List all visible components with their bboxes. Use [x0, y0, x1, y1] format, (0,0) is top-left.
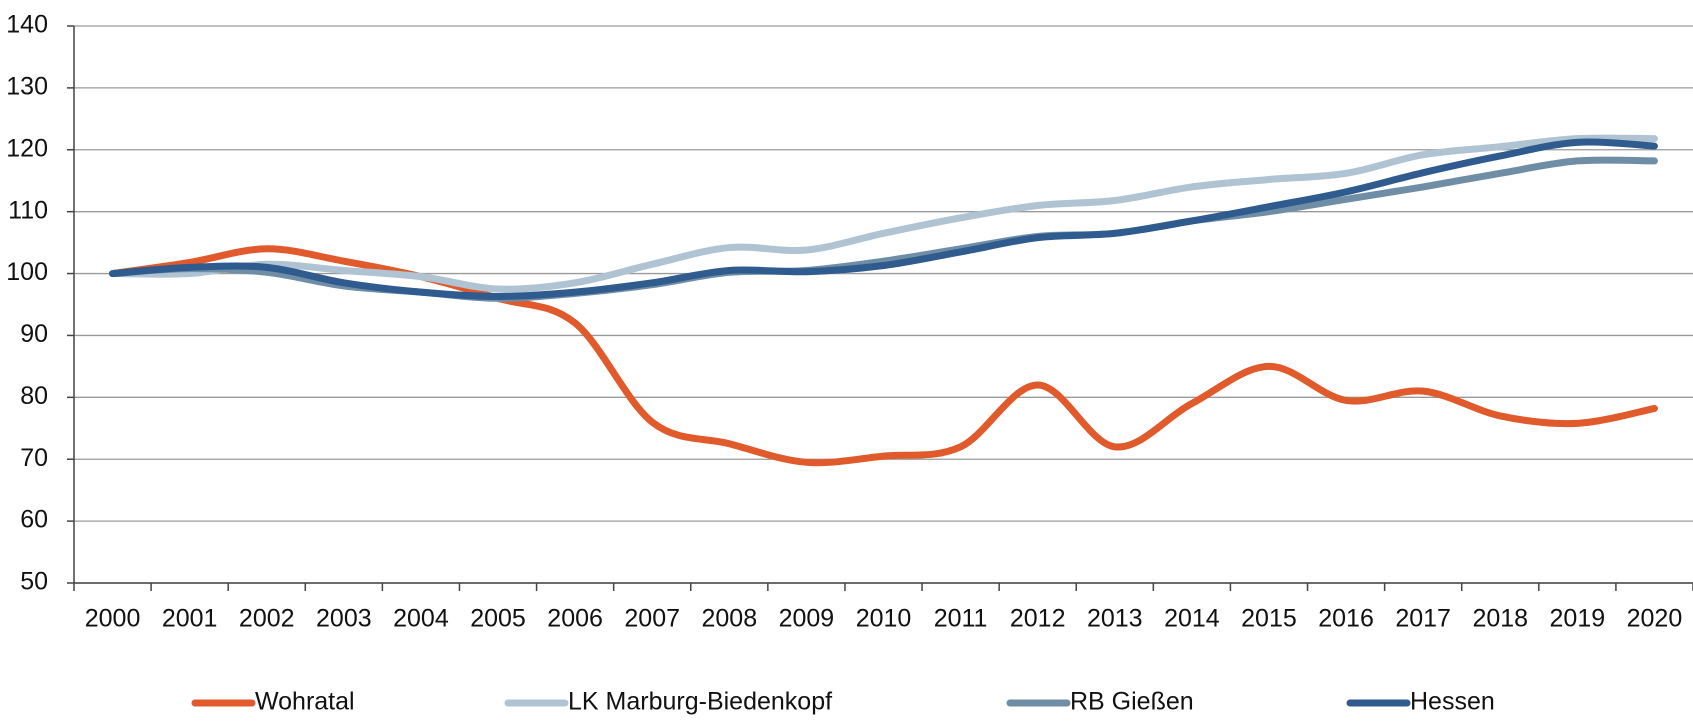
- legend-label: Hessen: [1410, 688, 1495, 716]
- x-tick-label: 2007: [624, 605, 680, 633]
- series-line: [109, 245, 1658, 467]
- x-tick-label: 2012: [1010, 605, 1066, 633]
- y-tick-label: 60: [20, 506, 48, 534]
- x-tick-label: 2003: [316, 605, 372, 633]
- series-line: [109, 138, 1658, 300]
- x-tick-label: 2016: [1318, 605, 1374, 633]
- x-tick-label: 2020: [1627, 605, 1683, 633]
- x-tick-label: 2014: [1164, 605, 1220, 633]
- y-tick-label: 100: [6, 258, 48, 286]
- y-tick-label: 140: [6, 11, 48, 39]
- y-tick-label: 90: [20, 320, 48, 348]
- y-tick-label: 120: [6, 134, 48, 162]
- x-tick-label: 2018: [1472, 605, 1528, 633]
- legend-label: LK Marburg-Biedenkopf: [568, 688, 832, 716]
- x-tick-label: 2004: [393, 605, 449, 633]
- x-tick-label: 2017: [1395, 605, 1451, 633]
- series-line: [109, 134, 1658, 293]
- x-tick-label: 2005: [470, 605, 526, 633]
- y-tick-label: 110: [8, 196, 48, 224]
- y-tick-label: 70: [20, 444, 48, 472]
- series-line: [109, 156, 1658, 302]
- y-tick-label: 130: [6, 72, 48, 100]
- x-tick-label: 2006: [547, 605, 603, 633]
- x-tick-label: 2000: [85, 605, 141, 633]
- x-tick-label: 2019: [1550, 605, 1606, 633]
- x-tick-label: 2002: [239, 605, 295, 633]
- x-tick-label: 2013: [1087, 605, 1143, 633]
- y-tick-label: 80: [20, 382, 48, 410]
- x-tick-label: 2015: [1241, 605, 1297, 633]
- legend-label: Wohratal: [255, 688, 355, 716]
- x-tick-label: 2010: [856, 605, 912, 633]
- x-tick-label: 2001: [162, 605, 218, 633]
- x-tick-label: 2011: [934, 605, 988, 633]
- x-tick-label: 2008: [701, 605, 757, 633]
- x-tick-label: 2009: [779, 605, 835, 633]
- y-tick-label: 50: [20, 568, 48, 596]
- legend-label: RB Gießen: [1070, 688, 1194, 716]
